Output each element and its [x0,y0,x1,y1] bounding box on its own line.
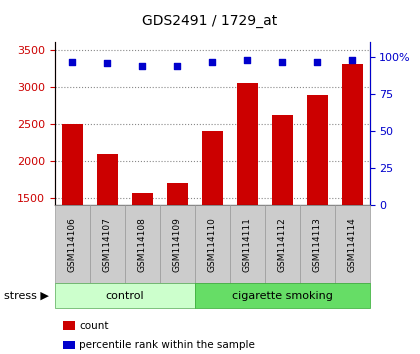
Bar [63,341,75,349]
Bar [194,205,230,283]
Text: GSM114109: GSM114109 [173,217,181,272]
Bar [125,205,160,283]
Bar [62,124,83,309]
Text: GSM114113: GSM114113 [312,217,322,272]
Bar [160,205,194,283]
Bar [63,321,75,330]
Text: GSM114111: GSM114111 [243,217,252,272]
Point [174,63,181,69]
Bar [194,283,370,308]
Point [139,63,145,69]
Text: GSM114114: GSM114114 [348,217,357,272]
Text: GSM114112: GSM114112 [278,217,286,272]
Bar [202,131,223,309]
Bar [341,64,362,309]
Bar [55,205,89,283]
Point [244,57,250,63]
Bar [265,205,299,283]
Bar [307,95,328,309]
Point [279,59,286,64]
Bar [299,205,335,283]
Text: GSM114107: GSM114107 [102,217,112,272]
Point [349,57,355,63]
Point [104,61,110,66]
Text: GSM114108: GSM114108 [138,217,147,272]
Text: GSM114106: GSM114106 [68,217,76,272]
Bar [167,183,188,309]
Point [314,59,320,64]
Point [69,59,76,64]
Bar [272,115,293,309]
Text: GSM114110: GSM114110 [207,217,217,272]
Text: stress ▶: stress ▶ [4,291,49,301]
Text: percentile rank within the sample: percentile rank within the sample [79,340,255,350]
Bar [236,83,257,309]
Bar [55,283,194,308]
Point [209,59,215,64]
Bar [230,205,265,283]
Bar [131,194,152,309]
Text: control: control [105,291,144,301]
Text: GDS2491 / 1729_at: GDS2491 / 1729_at [142,14,278,28]
Text: count: count [79,321,108,331]
Text: cigarette smoking: cigarette smoking [232,291,333,301]
Bar [97,154,118,309]
Bar [89,205,125,283]
Bar [335,205,370,283]
